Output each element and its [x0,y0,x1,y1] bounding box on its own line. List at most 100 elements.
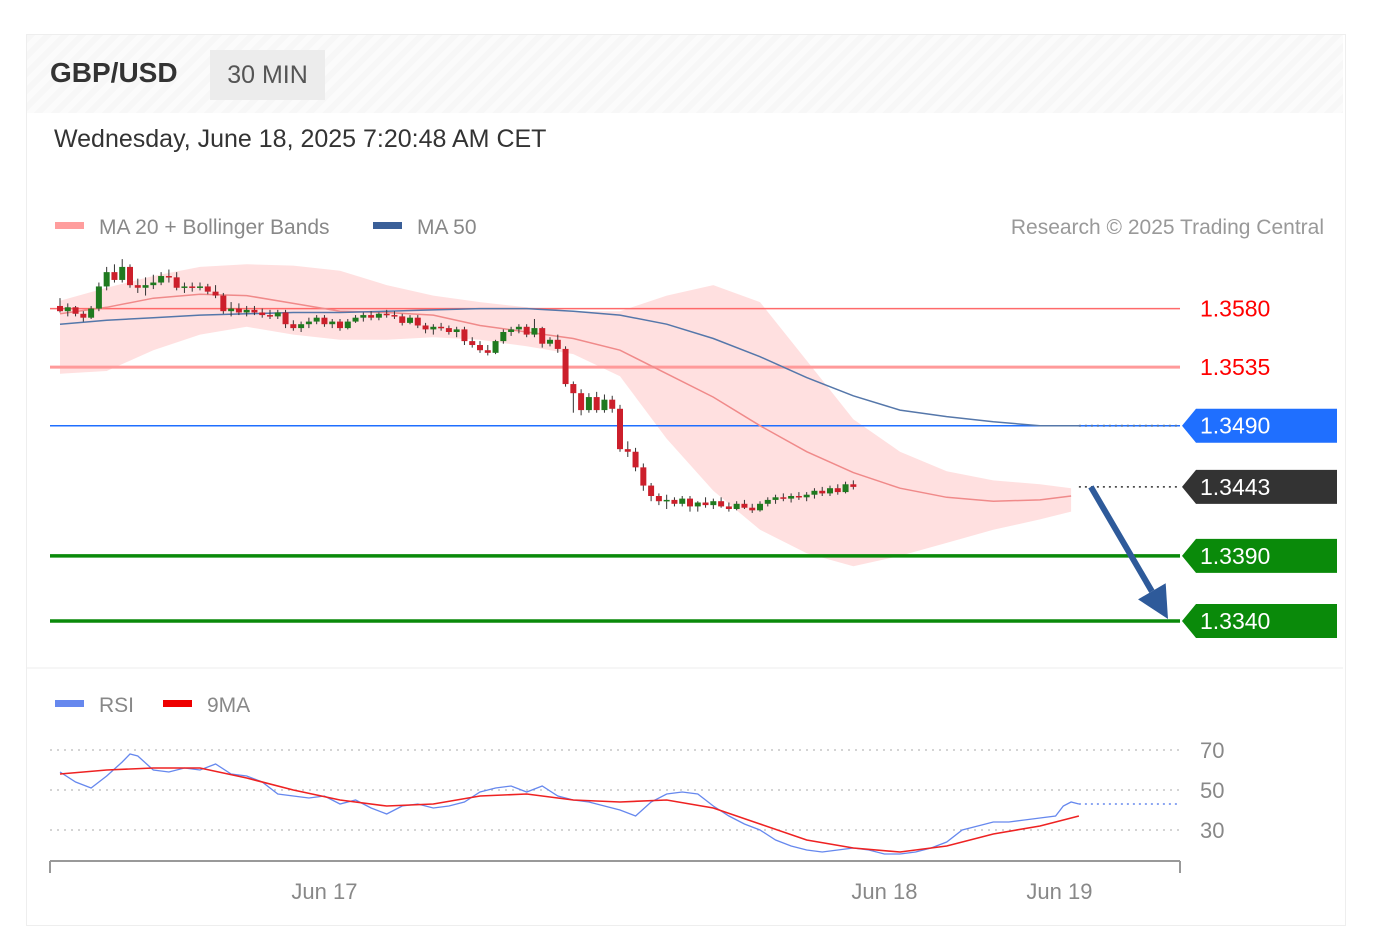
candle-body [181,286,188,288]
rsi-ma-line [59,767,1080,853]
candle [220,292,227,314]
candle-body [368,315,375,318]
candle-body [204,286,211,292]
candle [578,389,585,416]
candle [228,302,235,317]
candle-body [383,313,390,316]
candle [438,322,445,331]
candle-body [671,499,678,504]
candle [72,305,79,317]
candle [663,494,670,510]
candle-body [780,497,787,499]
candle [95,282,102,312]
candle-body [687,498,693,507]
candle [165,269,172,283]
candle [834,484,841,495]
candle [321,315,328,327]
candle-body [749,507,756,511]
candle-body [360,315,367,318]
candle-body [445,328,452,332]
candle-body [414,317,421,326]
instrument-title: GBP/USD [50,57,178,88]
candle-body [585,397,592,411]
candle-body [142,285,149,288]
candle-body [842,484,849,493]
candle-body [515,326,522,330]
level-tag-label-1.3340: 1.3340 [1200,608,1270,634]
candle [570,381,577,413]
candle-body [453,329,460,332]
candle-body [492,341,499,353]
rsi-tick-30: 30 [1200,818,1224,843]
x-tick-label: Jun 19 [1026,879,1092,904]
candle [453,326,460,338]
candle [795,492,802,500]
candle [267,309,273,319]
candle [158,272,165,286]
candle-body [251,309,258,313]
candle [780,493,787,502]
candle [383,309,390,318]
candle [749,503,756,513]
candle-body [718,501,725,507]
candle-body [282,312,289,325]
candle [119,259,126,283]
candle-body [811,490,818,495]
candle [554,334,561,353]
candle-body [305,321,312,325]
candle [445,325,452,335]
candle-body [609,399,616,409]
candle-body [391,315,398,317]
candle [173,272,180,291]
candle-body [850,484,857,487]
candle-body [150,282,157,286]
candle-body [298,324,305,329]
timeframe-button[interactable]: 30 MIN [210,50,325,100]
candle [313,315,320,325]
candle [624,441,631,457]
candle-body [741,503,748,508]
candle [484,345,491,356]
candle [718,497,725,508]
candle-body [757,503,763,511]
candle [150,274,157,290]
candle [547,337,553,347]
candle-body [578,393,585,411]
candle [803,492,810,502]
ma50-legend-label: MA 50 [417,216,477,239]
candle [585,393,592,413]
x-axis: Jun 17 Jun 18 Jun 19 [49,860,1181,904]
candle-body [593,397,600,411]
x-tick-label: Jun 18 [851,879,917,904]
candle-body [399,316,406,323]
candle [562,346,569,387]
candle-body [702,502,709,506]
bollinger-band-area [60,264,1072,567]
candle-body [461,329,468,342]
candle [500,329,507,344]
candle-body [267,315,273,317]
candle-body [274,312,281,317]
candle [655,493,662,506]
candle-body [189,286,196,288]
arrow-shaft [1088,485,1155,593]
candle-body [127,266,133,286]
candle [134,278,141,293]
candle-body [57,305,63,312]
candle-body [795,496,802,498]
candle [375,312,382,321]
level-tag-1.3390 [1182,538,1337,573]
candle [477,341,483,353]
candle [391,311,398,319]
candle-body [72,307,79,314]
level-label-1.3580: 1.3580 [1200,296,1270,322]
candle-body [173,277,180,288]
candle [368,311,375,321]
candle-body [640,467,647,486]
candle-body [733,503,740,510]
candle-body [547,339,553,344]
candle-body [562,348,569,385]
level-tag-label-1.3390: 1.3390 [1200,543,1270,569]
candle [819,486,826,496]
